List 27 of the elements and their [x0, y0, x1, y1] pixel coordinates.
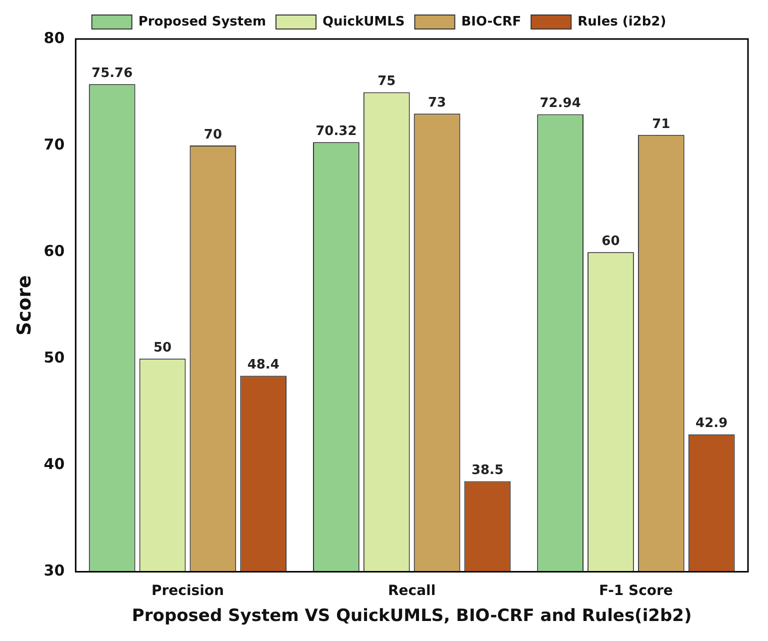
- data-label: 38.5: [471, 463, 504, 478]
- data-label: 75: [378, 74, 396, 90]
- y-tick-label: 40: [44, 455, 65, 474]
- legend-label: Proposed System: [138, 14, 266, 30]
- legend-label: QuickUMLS: [322, 14, 405, 30]
- data-label: 48.4: [247, 358, 280, 373]
- y-tick-label: 50: [44, 348, 65, 367]
- data-label: 73: [428, 95, 446, 110]
- x-tick-label: F-1 Score: [598, 582, 673, 599]
- data-label: 75.76: [92, 66, 133, 82]
- data-label: 70: [204, 127, 222, 142]
- legend-label: Rules (i2b2): [578, 14, 666, 30]
- data-label: 72.94: [540, 96, 581, 112]
- data-label: 60: [602, 234, 620, 249]
- x-tick-label: Precision: [151, 582, 224, 599]
- y-axis-title: Score: [13, 275, 36, 336]
- data-label: 42.9: [696, 416, 728, 432]
- legend-label: BIO-CRF: [461, 14, 522, 30]
- y-tick-label: 80: [44, 28, 65, 47]
- y-tick-label: 30: [44, 562, 65, 580]
- y-tick-label: 70: [44, 135, 65, 154]
- x-tick-label: Recall: [388, 582, 436, 599]
- data-label: 71: [652, 116, 670, 132]
- y-tick-label: 60: [44, 242, 65, 260]
- x-axis-title: Proposed System VS QuickUMLS, BIO-CRF and Rules(i2b2): [132, 606, 692, 626]
- data-label: 70.32: [316, 124, 357, 140]
- data-label: 50: [153, 340, 172, 356]
